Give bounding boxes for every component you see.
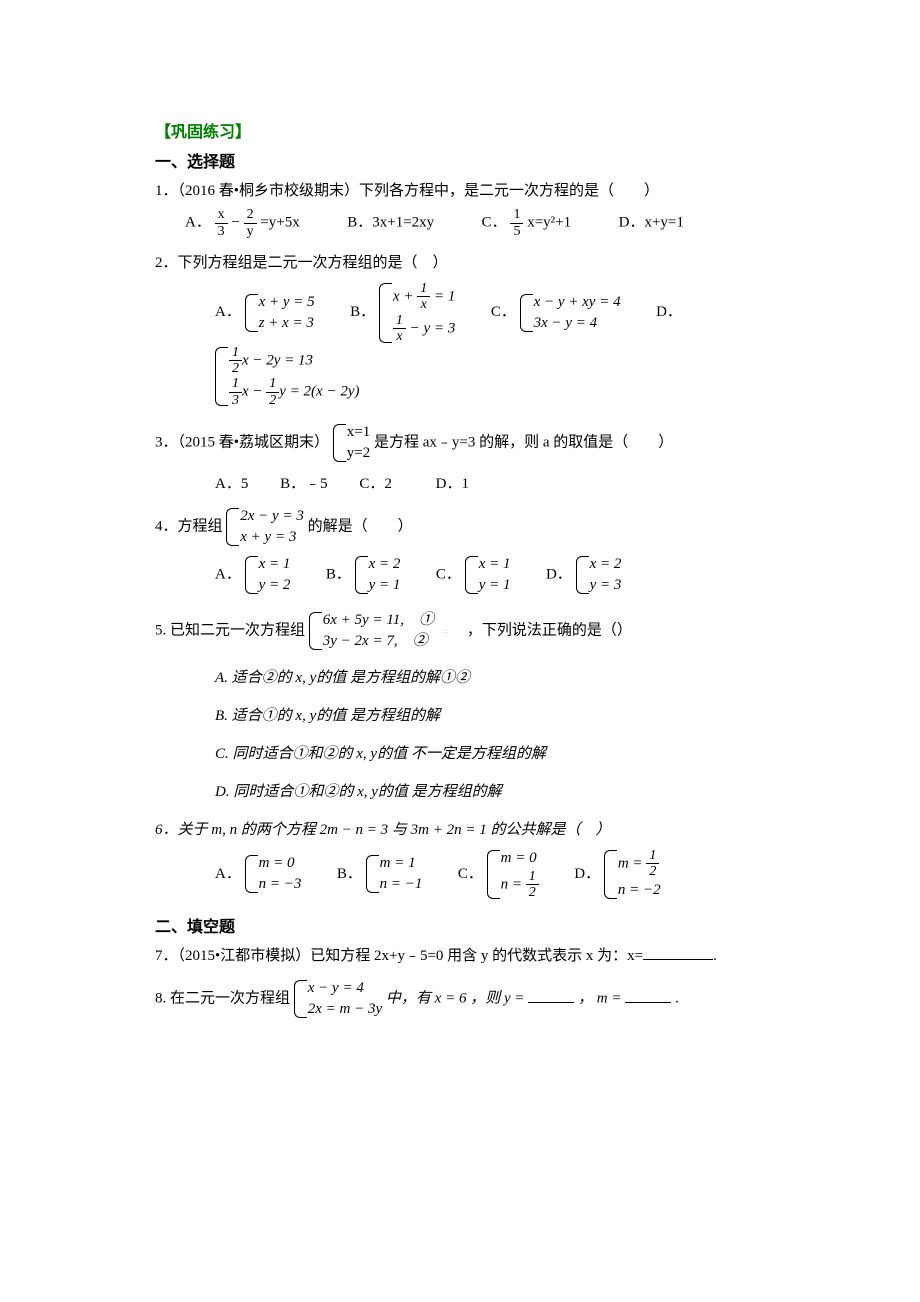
q4-options: A． x = 1 y = 2 B． x = 2 y = 1 C． x = 1 y… (215, 554, 780, 596)
section-2-title: 二、填空题 (155, 915, 780, 941)
brace-icon: 6x + 5y = 11, ① 3y − 2x = 7, ② (309, 610, 434, 652)
brace-icon: x − y + xy = 4 3x − y = 4 (520, 292, 621, 334)
brace-icon: m = 0 n = 12 (487, 848, 539, 901)
q4-a-label: A． (215, 567, 241, 583)
q5-opt-d: D. 同时适合①和②的 x, y的值 是方程组的解 (215, 780, 780, 804)
fraction-icon: 15 (510, 207, 523, 239)
q3-opt-c: C．2 (359, 476, 392, 492)
q5-post: ，下列说法正确的是（） (452, 623, 632, 639)
q1-c-post: x=y²+1 (527, 215, 571, 231)
q3-pre: 3．（2015 春•荔城区期末） (155, 435, 329, 451)
q8-mid1: 中，有 x = 6 ，则 y = (386, 991, 528, 1007)
q8-tail: . (675, 991, 679, 1007)
fraction-icon: 2y (244, 207, 257, 239)
q7-stem: 7．（2015•江都市模拟）已知方程 2x+y﹣5=0 用含 y 的代数式表示 … (155, 944, 780, 968)
q2-a-label: A． (215, 304, 241, 320)
q1-opt-a-label: A． (185, 215, 211, 231)
q2-stem: 2．下列方程组是二元一次方程组的是（ ） (155, 251, 780, 275)
section-1-title: 一、选择题 (155, 150, 780, 176)
q1-opt-b: B．3x+1=2xy (347, 215, 434, 231)
q6-options: A． m = 0 n = −3 B． m = 1 n = −1 C． m = 0… (215, 848, 780, 901)
watermark-icon: = (442, 626, 448, 638)
q6-a-label: A． (215, 866, 241, 882)
q5-opt-a: A. 适合②的 x, y的值 是方程组的解①② (215, 666, 780, 690)
q6-c-label: C． (458, 866, 483, 882)
practice-title: 【巩固练习】 (155, 120, 780, 146)
q4-b-label: B． (326, 567, 351, 583)
q2-c-label: C． (491, 304, 516, 320)
q1-options: A． x3 − 2y =y+5x B．3x+1=2xy C． 15 x=y²+1… (185, 207, 780, 239)
brace-icon: x − y = 4 2x = m − 3y (294, 978, 382, 1020)
brace-icon: x=1 y=2 (333, 422, 370, 464)
q8-stem: 8. 在二元一次方程组 x − y = 4 2x = m − 3y 中，有 x … (155, 978, 780, 1020)
brace-icon: 2x − y = 3 x + y = 3 (226, 506, 304, 548)
brace-icon: 12x − 2y = 13 13x − 12y = 2(x − 2y) (215, 345, 360, 409)
page: 【巩固练习】 一、选择题 1．（2016 春•桐乡市校级期末）下列各方程中，是二… (0, 0, 920, 1302)
q3-stem: 3．（2015 春•荔城区期末） x=1 y=2 是方程 ax﹣y=3 的解，则… (155, 422, 780, 464)
q4-c-label: C． (436, 567, 461, 583)
q7-text: 7．（2015•江都市模拟）已知方程 2x+y﹣5=0 用含 y 的代数式表示 … (155, 948, 643, 964)
q3-post: 是方程 ax﹣y=3 的解，则 a 的取值是（ ） (374, 435, 673, 451)
q3-options: A．5 B．﹣5 C．2 D．1 (215, 472, 780, 496)
q6-d-label: D． (574, 866, 600, 882)
q5-opt-c: C. 同时适合①和②的 x, y的值 不一定是方程组的解 (215, 742, 780, 766)
q2-options: A． x + y = 5 z + x = 3 B． x + 1x = 1 1x … (215, 281, 780, 408)
brace-icon: x = 1 y = 2 (245, 554, 291, 596)
q3-opt-d: D．1 (436, 476, 469, 492)
q5-stem: 5. 已知二元一次方程组 6x + 5y = 11, ① 3y − 2x = 7… (155, 610, 780, 652)
brace-icon: x + y = 5 z + x = 3 (245, 292, 315, 334)
q4-post: 的解是（ ） (308, 519, 413, 535)
brace-icon: m = 0 n = −3 (245, 853, 302, 895)
blank-field (528, 987, 574, 1003)
fraction-icon: x3 (215, 207, 228, 239)
q4-pre: 4．方程组 (155, 519, 223, 535)
q6-stem: 6．关于 m, n 的两个方程 2m − n = 3 与 3m + 2n = 1… (155, 818, 780, 842)
q1-opt-c-label: C． (482, 215, 507, 231)
q4-d-label: D． (546, 567, 572, 583)
q2-d-label: D． (656, 304, 682, 320)
brace-icon: x = 1 y = 1 (465, 554, 511, 596)
q5-opt-b: B. 适合①的 x, y的值 是方程组的解 (215, 704, 780, 728)
brace-icon: x = 2 y = 3 (576, 554, 622, 596)
brace-icon: x = 2 y = 1 (355, 554, 401, 596)
blank-field (643, 944, 713, 960)
q7-tail: . (713, 948, 717, 964)
brace-icon: x + 1x = 1 1x − y = 3 (379, 281, 455, 345)
blank-field (625, 987, 671, 1003)
q8-mid2: ， m = (578, 991, 625, 1007)
q5-pre: 5. 已知二元一次方程组 (155, 623, 305, 639)
q1-a-mid: − (231, 215, 243, 231)
brace-icon: m = 1 n = −1 (366, 853, 423, 895)
q2-b-label: B． (350, 304, 375, 320)
q3-opt-b: B．﹣5 (280, 476, 328, 492)
brace-icon: m = 12 n = −2 (604, 848, 661, 901)
q4-stem: 4．方程组 2x − y = 3 x + y = 3 的解是（ ） (155, 506, 780, 548)
q1-opt-d: D．x+y=1 (619, 215, 684, 231)
q6-b-label: B． (337, 866, 362, 882)
q8-pre: 8. 在二元一次方程组 (155, 991, 290, 1007)
q1-a-post: =y+5x (260, 215, 299, 231)
q3-opt-a: A．5 (215, 476, 248, 492)
q1-stem: 1．（2016 春•桐乡市校级期末）下列各方程中，是二元一次方程的是（ ） (155, 179, 780, 203)
